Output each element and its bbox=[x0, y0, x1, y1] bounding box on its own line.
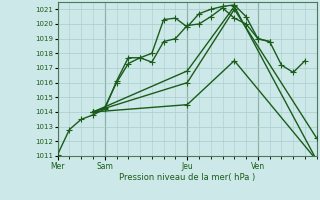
X-axis label: Pression niveau de la mer( hPa ): Pression niveau de la mer( hPa ) bbox=[119, 173, 255, 182]
